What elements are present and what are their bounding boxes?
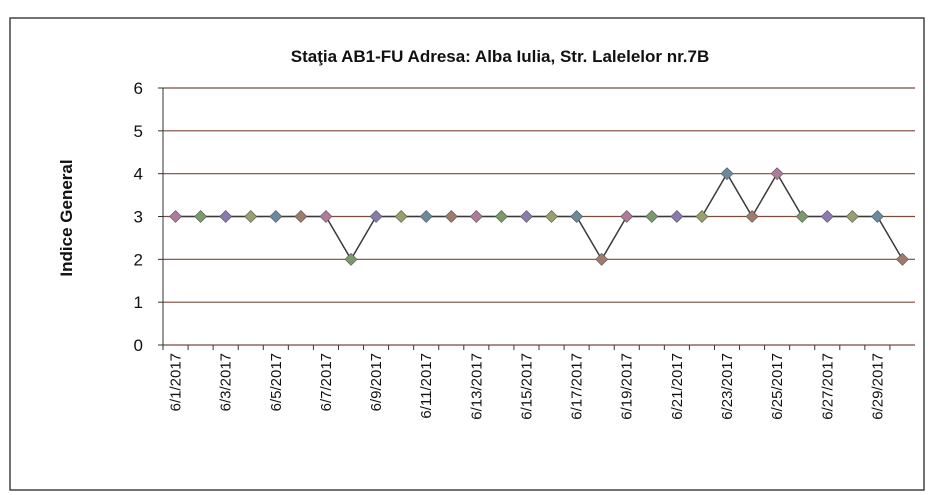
x-tick-label: 6/15/2017 xyxy=(518,353,535,420)
x-tick-label: 6/25/2017 xyxy=(769,353,786,420)
marker xyxy=(494,210,508,223)
x-tick-label: 6/1/2017 xyxy=(168,353,185,411)
marker xyxy=(369,210,383,223)
marker xyxy=(845,210,859,223)
y-tick-label: 3 xyxy=(134,208,143,227)
x-tick-label: 6/17/2017 xyxy=(569,353,586,420)
marker xyxy=(896,252,909,266)
marker xyxy=(670,210,684,223)
marker xyxy=(169,210,182,223)
x-tick-label: 6/9/2017 xyxy=(368,353,385,411)
x-tick-label: 6/27/2017 xyxy=(819,353,836,420)
y-tick-label: 5 xyxy=(134,122,143,141)
x-tick-label: 6/23/2017 xyxy=(719,353,736,420)
marker xyxy=(595,252,609,266)
x-tick-label: 6/19/2017 xyxy=(619,353,636,420)
marker xyxy=(695,210,709,223)
marker xyxy=(820,210,834,223)
marker xyxy=(720,167,734,181)
x-tick-label: 6/3/2017 xyxy=(218,353,235,411)
marker xyxy=(219,210,233,223)
marker xyxy=(795,210,809,223)
y-axis-label: Indice General xyxy=(57,159,76,276)
x-tick-label: 6/21/2017 xyxy=(669,353,686,420)
y-tick-label: 4 xyxy=(134,165,143,184)
marker xyxy=(194,210,208,223)
y-tick-label: 1 xyxy=(134,293,143,312)
marker xyxy=(344,252,358,266)
marker xyxy=(870,210,884,223)
y-tick-label: 2 xyxy=(134,250,143,269)
marker xyxy=(620,210,634,223)
chart-frame xyxy=(9,17,925,491)
y-tick-label: 6 xyxy=(134,79,143,98)
marker xyxy=(394,210,408,223)
chart-title: Staţia AB1-FU Adresa: Alba Iulia, Str. L… xyxy=(291,47,710,66)
marker xyxy=(444,210,458,223)
marker xyxy=(419,210,433,223)
x-tick-label: 6/13/2017 xyxy=(468,353,485,420)
x-tick-label: 6/5/2017 xyxy=(268,353,285,411)
marker xyxy=(745,210,759,223)
marker xyxy=(570,210,584,223)
marker xyxy=(319,210,333,223)
y-tick-label: 0 xyxy=(134,336,143,355)
marker xyxy=(770,167,784,181)
marker xyxy=(545,210,558,223)
marker xyxy=(269,210,283,223)
x-tick-label: 6/7/2017 xyxy=(318,353,335,411)
marker xyxy=(645,210,659,223)
marker xyxy=(294,210,308,223)
marker xyxy=(520,210,533,223)
x-tick-label: 6/11/2017 xyxy=(418,353,435,419)
marker xyxy=(469,210,483,223)
marker xyxy=(244,210,258,223)
x-tick-label: 6/29/2017 xyxy=(869,353,886,420)
